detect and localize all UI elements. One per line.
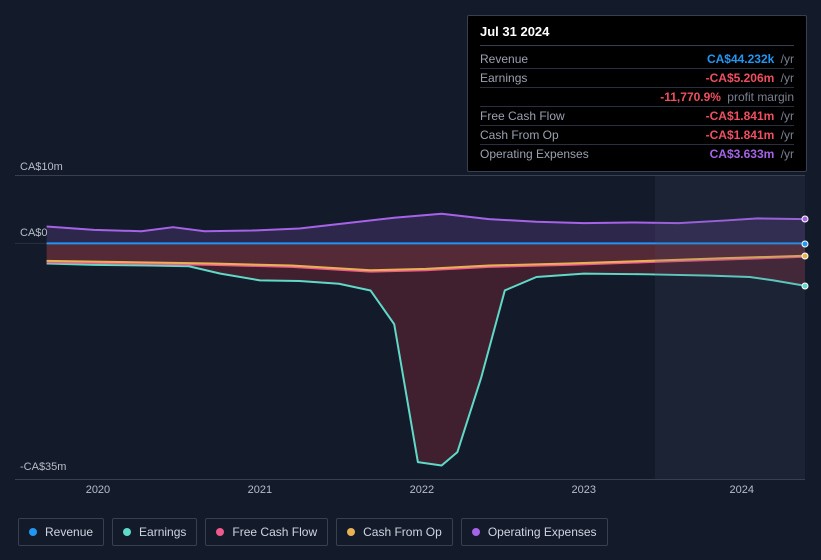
tooltip-row-value: -CA$1.841m /yr [706, 109, 794, 123]
future-band [655, 176, 805, 479]
tooltip-row-value: -CA$1.841m /yr [706, 128, 794, 142]
data-tooltip: Jul 31 2024 Revenue CA$44.232k /yr Earning… [467, 15, 807, 172]
legend-item[interactable]: Free Cash Flow [205, 518, 328, 546]
legend-label: Earnings [139, 525, 186, 539]
y-axis-label-top: CA$10m [20, 161, 63, 173]
legend-dot-icon [29, 528, 37, 536]
tooltip-row-label: Revenue [480, 52, 528, 66]
legend-item[interactable]: Operating Expenses [461, 518, 608, 546]
tooltip-row-value: CA$3.633m /yr [710, 147, 794, 161]
tooltip-row: Free Cash Flow -CA$1.841m /yr [480, 107, 794, 126]
legend-label: Revenue [45, 525, 93, 539]
series-end-marker [802, 240, 809, 247]
tooltip-row: Revenue CA$44.232k /yr [480, 50, 794, 69]
x-axis-label: 2023 [572, 484, 596, 496]
x-axis-label: 2022 [410, 484, 434, 496]
series-end-marker [802, 283, 809, 290]
tooltip-row-value: -11,770.9% profit margin [660, 90, 794, 104]
x-axis-label: 2020 [86, 484, 110, 496]
series-end-marker [802, 253, 809, 260]
tooltip-row: -11,770.9% profit margin [480, 88, 794, 107]
tooltip-row-label: Cash From Op [480, 128, 559, 142]
tooltip-row: Operating Expenses CA$3.633m /yr [480, 145, 794, 163]
tooltip-row-label: Earnings [480, 71, 527, 85]
legend-dot-icon [123, 528, 131, 536]
x-axis-label: 2021 [248, 484, 272, 496]
legend-dot-icon [216, 528, 224, 536]
tooltip-row: Cash From Op -CA$1.841m /yr [480, 126, 794, 145]
legend-item[interactable]: Revenue [18, 518, 104, 546]
legend-label: Cash From Op [363, 525, 442, 539]
tooltip-row-label: Free Cash Flow [480, 109, 565, 123]
tooltip-row-value: -CA$5.206m /yr [706, 71, 794, 85]
chart-plot[interactable] [15, 175, 805, 480]
legend-item[interactable]: Earnings [112, 518, 197, 546]
legend-dot-icon [472, 528, 480, 536]
legend-item[interactable]: Cash From Op [336, 518, 453, 546]
tooltip-row-label: Operating Expenses [480, 147, 589, 161]
x-axis-label: 2024 [730, 484, 754, 496]
x-axis: 2020 2021 2022 2023 2024 [15, 484, 805, 502]
tooltip-row: Earnings -CA$5.206m /yr [480, 69, 794, 88]
legend-label: Free Cash Flow [232, 525, 317, 539]
tooltip-row-value: CA$44.232k /yr [707, 52, 794, 66]
legend-dot-icon [347, 528, 355, 536]
legend-label: Operating Expenses [488, 525, 597, 539]
legend: Revenue Earnings Free Cash Flow Cash From O… [18, 518, 608, 546]
tooltip-date: Jul 31 2024 [480, 24, 794, 46]
series-end-marker [802, 216, 809, 223]
